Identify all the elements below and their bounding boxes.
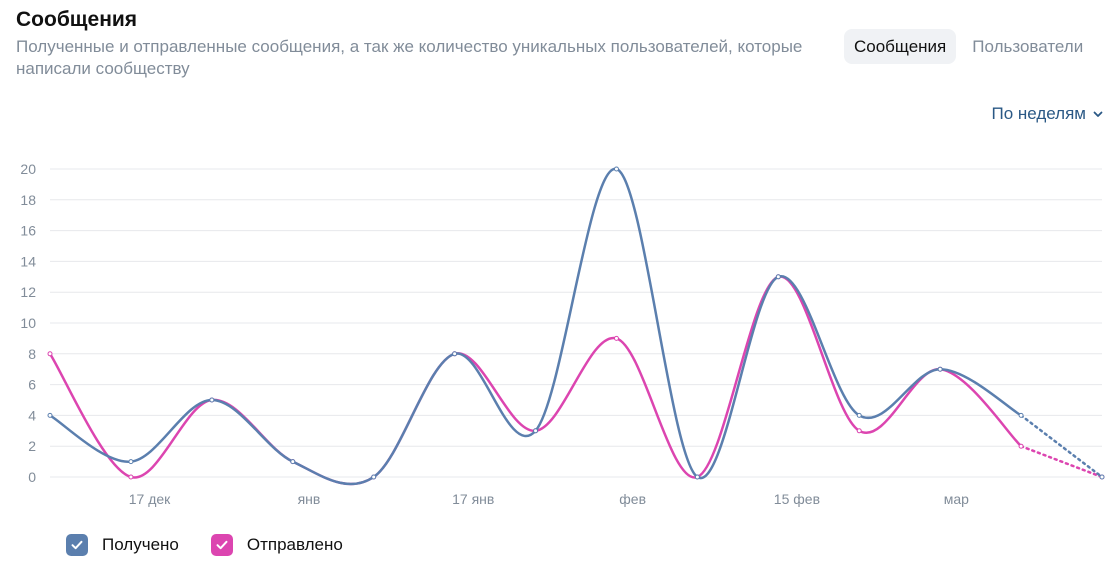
check-icon (216, 540, 228, 550)
page-title: Сообщения (16, 8, 138, 31)
checkbox-sent[interactable] (210, 534, 233, 556)
x-tick-label: 17 янв (452, 491, 494, 507)
data-point-sent[interactable] (1018, 443, 1024, 449)
y-tick-label: 14 (20, 253, 36, 269)
data-point-received[interactable] (371, 474, 377, 480)
legend-label-received: Получено (102, 535, 179, 554)
data-point-sent[interactable] (47, 351, 53, 357)
data-point-received[interactable] (47, 412, 53, 418)
chevron-down-icon (1093, 111, 1103, 117)
data-point-sent[interactable] (128, 474, 134, 480)
data-point-sent[interactable] (613, 335, 619, 341)
y-tick-label: 18 (20, 192, 36, 208)
y-tick-label: 0 (28, 469, 36, 485)
y-tick-label: 2 (28, 438, 36, 454)
x-tick-label: мар (944, 491, 969, 507)
data-point-received[interactable] (1099, 474, 1105, 480)
messages-chart: 0 2 4 6 8 10 12 14 16 18 20 17 дек янв 17 янв фев 15 ф… (20, 161, 1105, 507)
legend-label-sent: Отправлено (246, 535, 343, 554)
y-tick-label: 8 (28, 346, 36, 362)
data-point-received[interactable] (290, 459, 296, 465)
x-tick-label: фев (619, 491, 646, 507)
y-tick-label: 4 (28, 407, 36, 423)
y-tick-label: 6 (28, 377, 36, 393)
x-tick-label: 15 фев (774, 491, 820, 507)
x-tick-label: янв (298, 491, 321, 507)
tab-messages[interactable]: Сообщения (844, 29, 957, 64)
check-icon (71, 540, 83, 550)
page-subtitle: Полученные и отправленные сообщения, а т… (16, 37, 803, 78)
legend-item-sent[interactable]: Отправлено (210, 534, 343, 556)
period-dropdown[interactable]: По неделям (992, 104, 1105, 124)
y-tick-label: 10 (20, 315, 36, 331)
data-point-received[interactable] (694, 474, 700, 480)
data-point-received[interactable] (128, 459, 134, 465)
y-tick-label: 12 (20, 284, 36, 300)
data-point-received[interactable] (452, 351, 458, 357)
legend-item-received[interactable]: Получено (66, 534, 179, 556)
data-point-sent[interactable] (856, 428, 862, 434)
checkbox-received[interactable] (66, 534, 88, 556)
series-line-sent (48, 275, 1023, 486)
legend: Получено Отправлено (66, 534, 343, 556)
y-tick-label: 16 (20, 223, 36, 239)
data-point-received[interactable] (775, 274, 781, 280)
series-projection-received (1019, 414, 1104, 479)
data-point-received[interactable] (209, 397, 215, 403)
period-label: По неделям (991, 104, 1087, 123)
grid (50, 168, 1102, 478)
y-axis-labels: 0 2 4 6 8 10 12 14 16 18 20 (20, 161, 36, 485)
x-tick-label: 17 дек (129, 491, 171, 507)
data-point-received[interactable] (856, 412, 862, 418)
x-axis-labels: 17 дек янв 17 янв фев 15 фев мар (129, 491, 969, 507)
data-point-received[interactable] (1018, 412, 1024, 418)
tabs: Сообщения Пользователи (844, 29, 1093, 64)
tab-users[interactable]: Пользователи (972, 37, 1084, 56)
data-point-received[interactable] (613, 166, 619, 172)
series-projection-sent (1019, 444, 1104, 479)
data-point-received[interactable] (533, 428, 539, 434)
data-point-received[interactable] (937, 366, 943, 372)
series (47, 166, 1105, 486)
y-tick-label: 20 (20, 161, 36, 177)
series-line-received (48, 167, 1023, 486)
